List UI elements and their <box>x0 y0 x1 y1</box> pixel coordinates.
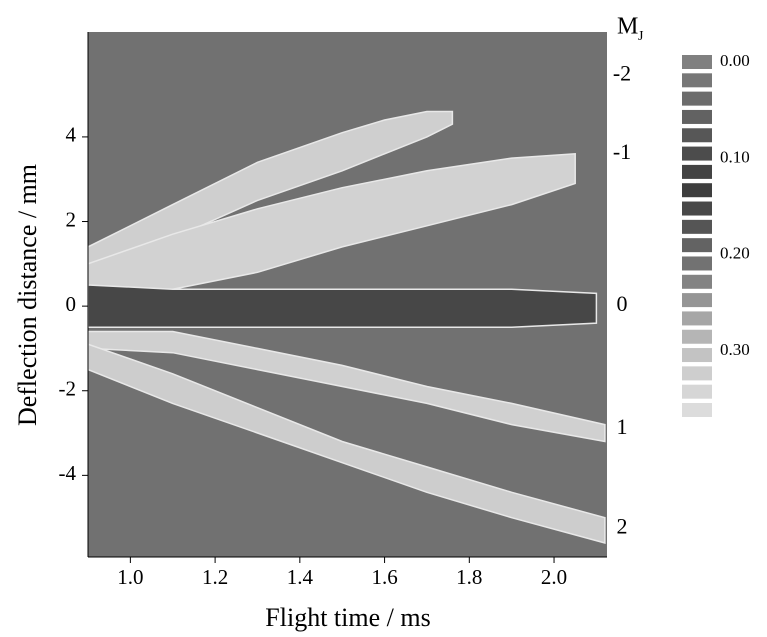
y-tick-label: -4 <box>59 461 77 485</box>
y-tick-label: 2 <box>66 207 77 231</box>
x-tick-label: 2.0 <box>541 565 567 589</box>
colorbar-swatch <box>682 128 712 143</box>
x-tick-label: 1.4 <box>287 565 314 589</box>
mj-label: -1 <box>613 139 631 164</box>
mj-label: -2 <box>613 61 631 86</box>
colorbar-swatch <box>682 293 712 308</box>
colorbar-swatch <box>682 91 712 106</box>
y-tick-label: 4 <box>66 123 77 147</box>
band <box>88 343 606 544</box>
y-tick-label: 0 <box>66 292 77 316</box>
x-tick-label: 1.2 <box>202 565 228 589</box>
colorbar-label: 0.20 <box>720 244 750 263</box>
band <box>88 284 598 329</box>
colorbar-swatch <box>682 329 712 344</box>
x-axis-label: Flight time / ms <box>265 603 430 632</box>
colorbar-swatch <box>682 403 712 417</box>
mj-label: 2 <box>617 513 628 538</box>
x-tick-label: 1.0 <box>117 565 143 589</box>
colorbar-swatch <box>682 109 712 124</box>
colorbar-swatch <box>682 164 712 179</box>
mj-label: 0 <box>617 291 628 316</box>
colorbar-swatch <box>682 256 712 271</box>
colorbar-swatch <box>682 348 712 363</box>
band <box>88 330 606 443</box>
x-tick-label: 1.6 <box>371 565 397 589</box>
colorbar-swatch <box>682 274 712 289</box>
colorbar-swatch <box>682 146 712 161</box>
y-axis-label: Deflection distance / mm <box>13 164 42 426</box>
colorbar-swatch <box>682 384 712 399</box>
mj-label: 1 <box>617 414 628 439</box>
y-tick-label: -2 <box>59 377 77 401</box>
plot-area <box>88 110 606 544</box>
colorbar-label: 0.00 <box>720 51 750 70</box>
legend-title-sub: J <box>638 29 644 44</box>
colorbar-swatch <box>682 366 712 381</box>
colorbar-swatch <box>682 73 712 88</box>
colorbar-swatch <box>682 311 712 326</box>
colorbar-swatch <box>682 55 712 69</box>
legend-title: M <box>617 14 638 40</box>
x-tick-label: 1.8 <box>456 565 482 589</box>
colorbar-label: 0.10 <box>720 147 750 166</box>
band <box>88 152 576 290</box>
colorbar-label: 0.30 <box>720 340 750 359</box>
colorbar-swatch <box>682 238 712 253</box>
colorbar-swatch <box>682 183 712 198</box>
colorbar-swatch <box>682 219 712 234</box>
colorbar-swatch <box>682 201 712 216</box>
